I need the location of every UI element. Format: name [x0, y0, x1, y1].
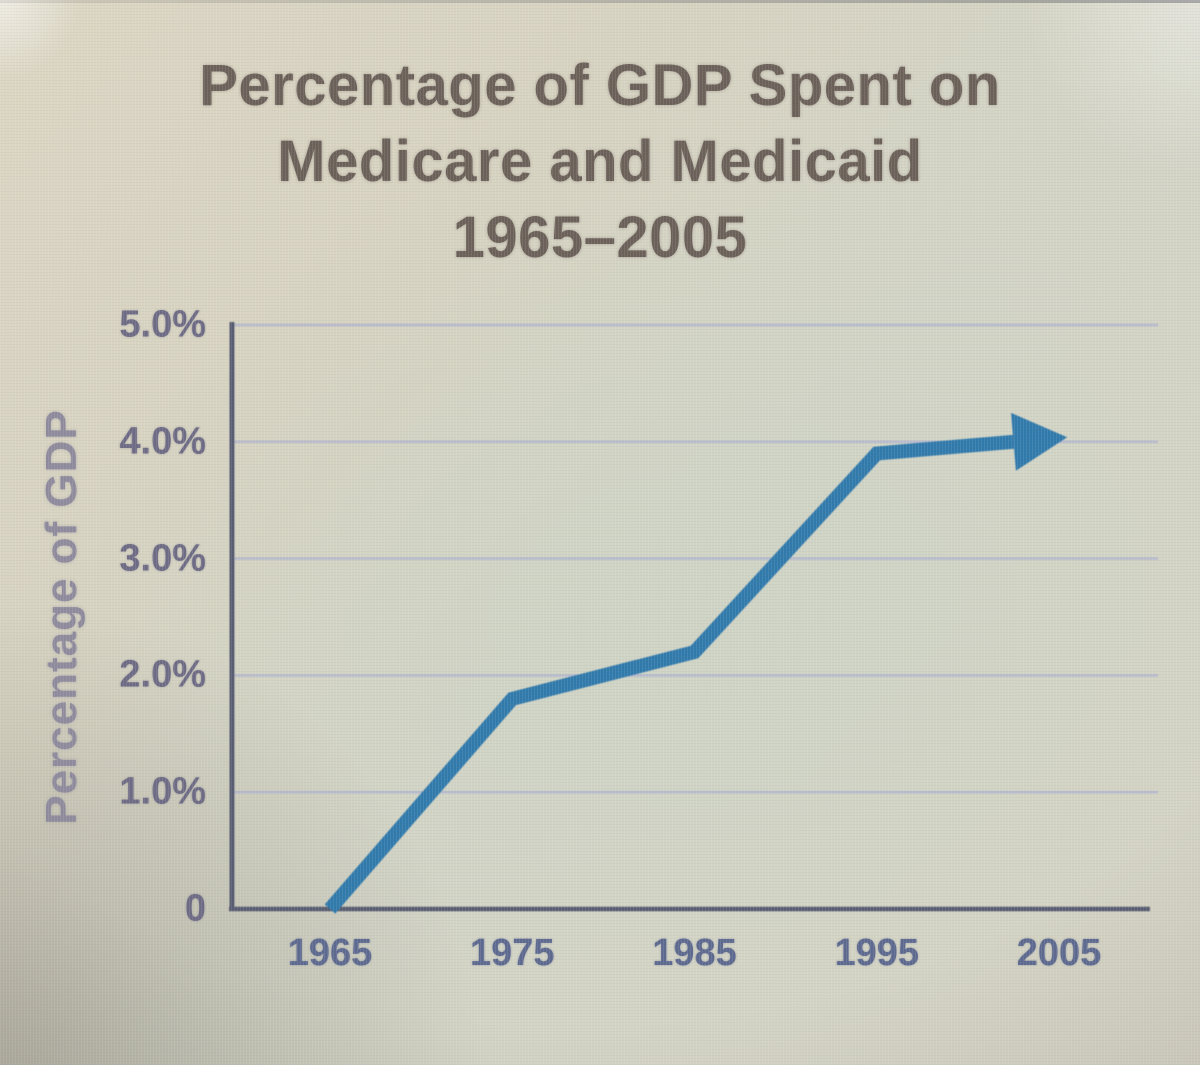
chart-title: Percentage of GDP Spent on Medicare and … — [0, 48, 1200, 276]
x-tick-label-1975: 1975 — [469, 932, 555, 974]
data-line — [324, 434, 1014, 914]
y-tick-label-4.0%: 4.0% — [119, 420, 206, 463]
x-tick-label-1985: 1985 — [652, 932, 737, 974]
chart-title-line-1: Percentage of GDP Spent on — [199, 53, 1001, 118]
y-tick-label-2.0%: 2.0% — [119, 653, 206, 696]
y-tick-label-0: 0 — [184, 887, 206, 930]
y-tick-label-1.0%: 1.0% — [119, 770, 206, 813]
y-tick-label-5.0%: 5.0% — [119, 303, 206, 346]
x-tick-label-2005: 2005 — [1016, 932, 1102, 974]
chart-title-line-3: 1965–2005 — [452, 205, 748, 270]
chart-title-line-2: Medicare and Medicaid — [277, 129, 923, 194]
arrow-head-icon — [1011, 412, 1068, 471]
y-tick-label-3.0%: 3.0% — [119, 537, 206, 580]
x-tick-label-1965: 1965 — [287, 932, 373, 974]
x-tick-label-1995: 1995 — [834, 932, 920, 974]
